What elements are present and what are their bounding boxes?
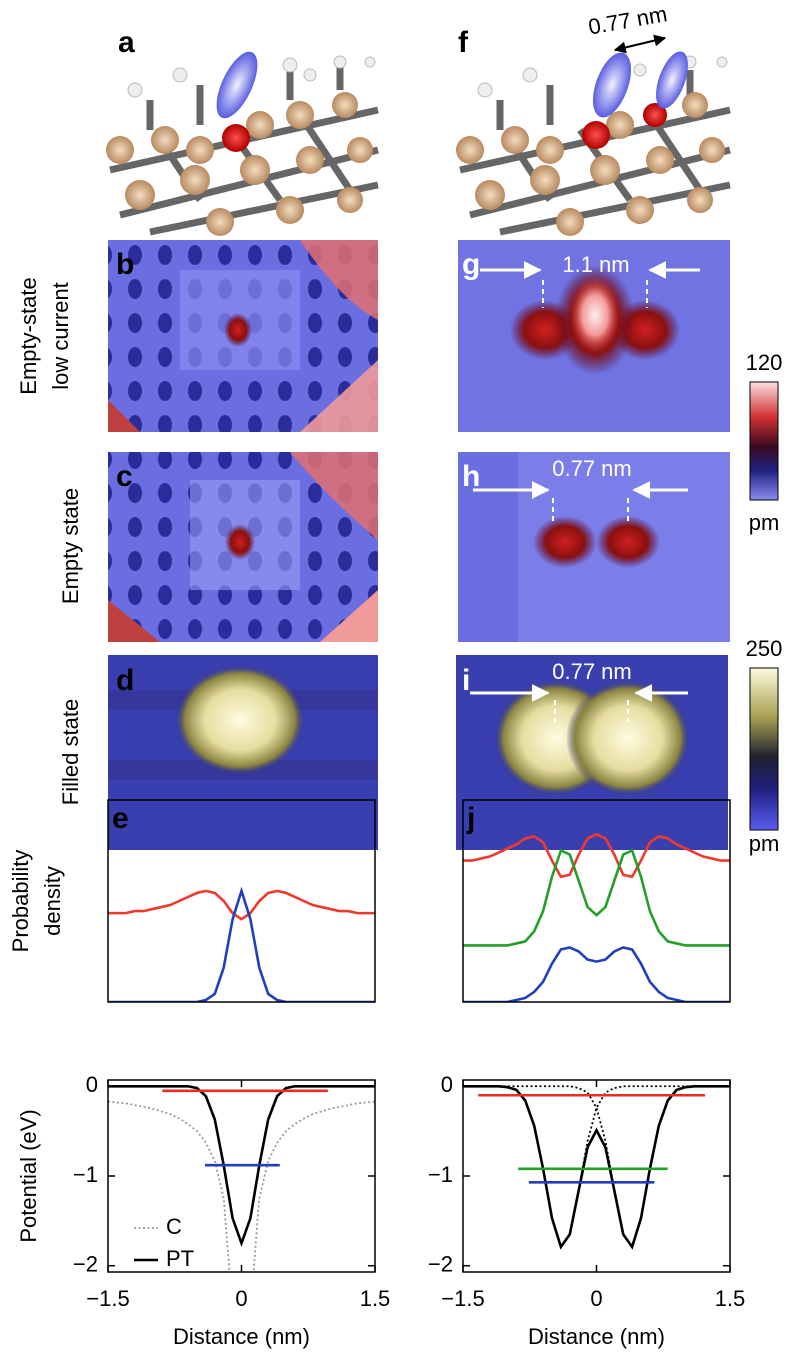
model-f	[456, 34, 731, 236]
series-line	[463, 1085, 730, 1249]
x-tick-label: 1.5	[715, 1286, 746, 1311]
annotation: 0.77 nm	[552, 456, 632, 481]
x-axis-label: Distance (nm)	[528, 1324, 665, 1349]
panel-label: g	[462, 248, 480, 281]
annotation: 1.1 nm	[562, 252, 629, 277]
stm-b	[108, 240, 378, 432]
panel-label: d	[116, 664, 134, 697]
y-axis-label: density	[40, 866, 65, 936]
panel-label: e	[112, 802, 129, 835]
panel-label: h	[462, 460, 480, 493]
colorbar-max: 250	[746, 636, 783, 661]
x-tick-label: 1.5	[360, 1286, 391, 1311]
x-axis-label: Distance (nm)	[173, 1324, 310, 1349]
axis-frame	[462, 799, 731, 1003]
stm-h	[458, 452, 730, 642]
colorbar	[749, 667, 779, 831]
x-tick-label: 0	[590, 1286, 602, 1311]
y-tick-label: −2	[73, 1252, 98, 1277]
axis-frame	[107, 799, 376, 1003]
series-line	[463, 832, 730, 879]
series-line	[108, 886, 375, 1002]
panel-label: f	[458, 26, 469, 59]
annotation: 0.77 nm	[552, 659, 632, 684]
x-tick-label: −1.5	[86, 1286, 129, 1311]
y-tick-label: 0	[86, 1072, 98, 1097]
series-line	[463, 1084, 730, 1250]
series-line	[108, 1084, 375, 1248]
y-tick-label: −1	[73, 1162, 98, 1187]
panel-label: b	[116, 248, 134, 281]
x-tick-label: 0	[235, 1286, 247, 1311]
annotation: 0.77 nm	[586, 1, 669, 39]
legend-label: C	[166, 1214, 182, 1239]
panel-label: c	[116, 460, 133, 493]
colorbar-unit: pm	[749, 510, 780, 535]
y-axis-label: Probability	[8, 850, 33, 953]
series-line	[108, 889, 375, 921]
y-tick-label: 0	[441, 1072, 453, 1097]
row-label: Filled state	[58, 699, 83, 805]
x-tick-label: −1.5	[441, 1286, 484, 1311]
series-line	[463, 946, 730, 1002]
stm-d	[108, 655, 378, 850]
y-tick-label: −1	[428, 1162, 453, 1187]
panel-label: j	[466, 802, 475, 835]
stm-c	[108, 452, 378, 642]
stm-g	[458, 240, 730, 432]
colorbar-max: 120	[746, 350, 783, 375]
row-label: Empty-state	[16, 277, 41, 394]
model-a	[106, 51, 379, 236]
series-line	[463, 848, 730, 947]
y-tick-label: −2	[428, 1252, 453, 1277]
panel-label: a	[118, 26, 135, 59]
stm-i	[456, 655, 728, 850]
series-line	[108, 1100, 375, 1272]
row-label: low current	[48, 282, 73, 390]
colorbar-unit: pm	[749, 831, 780, 856]
row-label: Empty state	[58, 488, 83, 604]
y-axis-label: Potential (eV)	[16, 1109, 41, 1242]
legend-label: PT	[166, 1246, 194, 1271]
colorbar	[749, 381, 779, 501]
panel-label: i	[462, 664, 470, 697]
